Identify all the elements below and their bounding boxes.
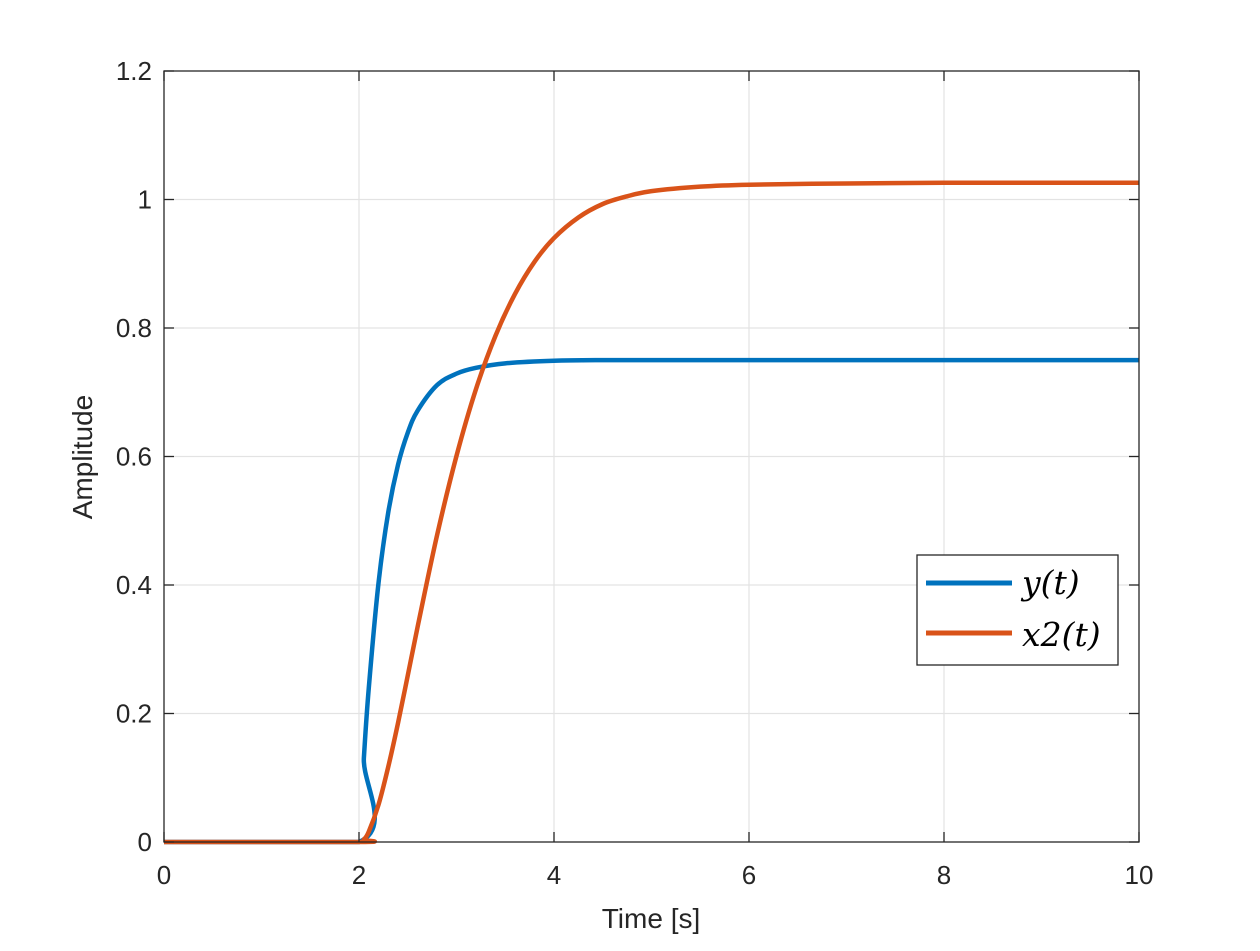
ticks [163,70,1140,843]
series-line-y [163,357,1139,845]
x-tick-label: 0 [157,860,171,890]
series-group [163,180,1139,845]
x-tick-label: 8 [937,860,951,890]
y-tick-label: 1.2 [116,56,152,86]
x-tick-label: 6 [742,860,756,890]
x-tick-label: 10 [1125,860,1154,890]
tick-labels: 0 2 4 6 8 10 0 0.2 0.4 0.6 0.8 1 1.2 [116,56,1154,890]
y-tick-label: 0.2 [116,699,152,729]
y-tick-label: 0.8 [116,313,152,343]
series-line-x2 [163,180,1139,845]
x-tick-label: 4 [547,860,561,890]
x-tick-label: 2 [352,860,366,890]
legend-label-x2: x2(t) [1022,615,1101,654]
x-axis-label: Time [s] [602,903,701,934]
y-tick-label: 1 [138,185,152,215]
y-axis-label: Amplitude [67,395,98,520]
legend-box [916,554,1119,666]
y-tick-label: 0.6 [116,442,152,472]
y-tick-label: 0 [138,827,152,857]
y-tick-label: 0.4 [116,570,152,600]
legend: y(t) x2(t) [916,554,1119,666]
legend-label-y: y(t) [1020,563,1080,602]
